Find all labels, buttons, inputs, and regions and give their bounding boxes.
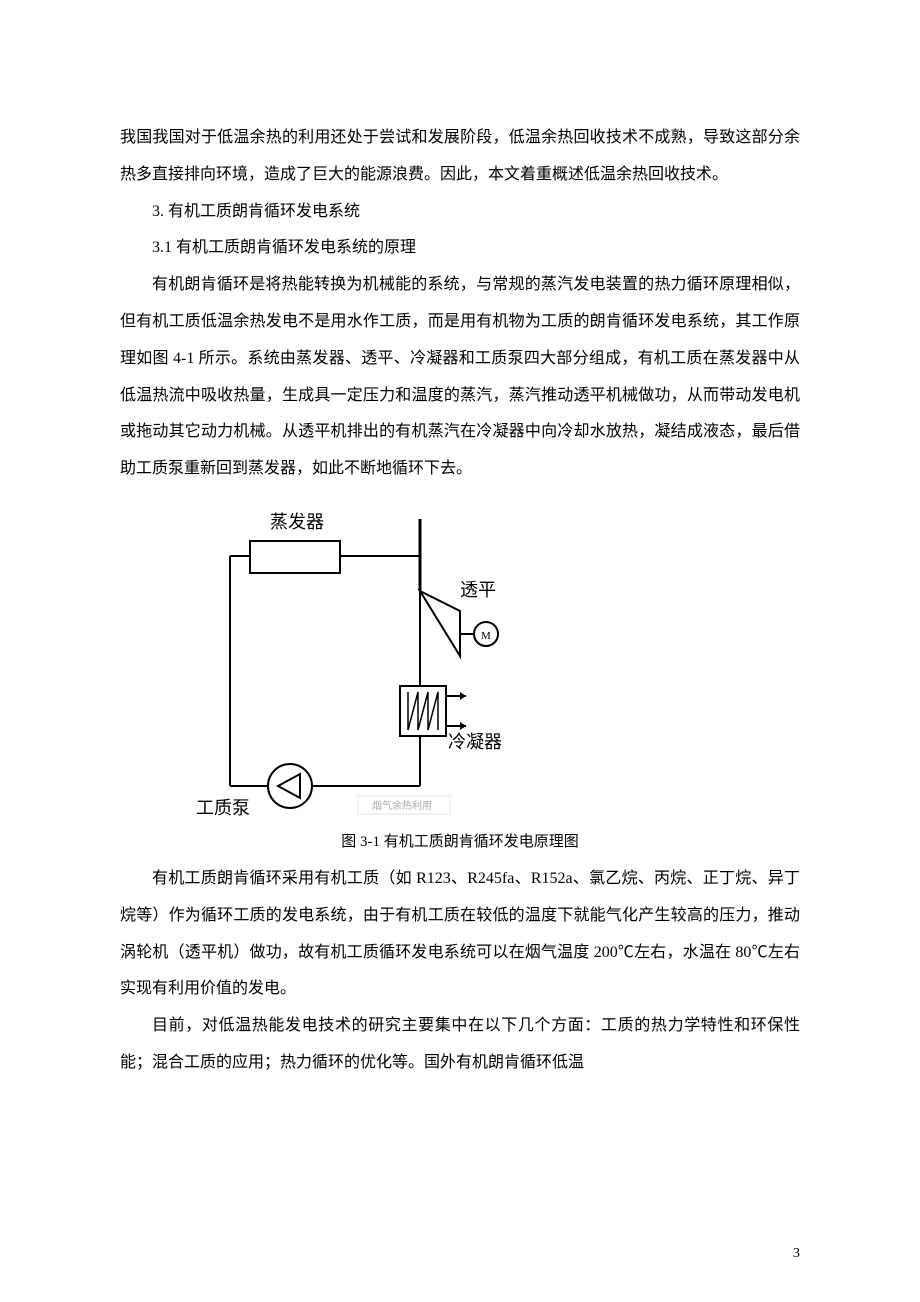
- paragraph-research: 目前，对低温热能发电技术的研究主要集中在以下几个方面：工质的热力学特性和环保性能…: [120, 1008, 800, 1082]
- heading-section-3: 3. 有机工质朗肯循环发电系统: [120, 194, 800, 231]
- paragraph-working-fluid: 有机工质朗肯循环采用有机工质（如 R123、R245fa、R152a、氯乙烷、丙…: [120, 861, 800, 1008]
- watermark-text: 烟气余热利用: [372, 799, 432, 812]
- label-turbine: 透平: [460, 580, 496, 600]
- figure-caption: 图 3-1 有机工质朗肯循环发电原理图: [120, 830, 800, 851]
- paragraph-principle: 有机朗肯循环是将热能转换为机械能的系统，与常规的蒸汽发电装置的热力循环原理相似，…: [120, 267, 800, 488]
- orc-schematic-svg: 蒸发器 透平 M 冷凝器 工质泵 烟气余热利用: [160, 496, 520, 826]
- label-pump: 工质泵: [196, 798, 250, 818]
- label-condenser: 冷凝器: [448, 732, 502, 752]
- page-number: 3: [793, 1246, 800, 1262]
- paragraph-intro: 我国我国对于低温余热的利用还处于尝试和发展阶段，低温余热回收技术不成熟，导致这部…: [120, 120, 800, 194]
- label-evaporator: 蒸发器: [270, 512, 324, 532]
- label-motor: M: [481, 630, 491, 642]
- document-page: 我国我国对于低温余热的利用还处于尝试和发展阶段，低温余热回收技术不成熟，导致这部…: [0, 0, 920, 1302]
- heading-section-3-1: 3.1 有机工质朗肯循环发电系统的原理: [120, 230, 800, 267]
- figure-orc-diagram: 蒸发器 透平 M 冷凝器 工质泵 烟气余热利用: [120, 496, 800, 826]
